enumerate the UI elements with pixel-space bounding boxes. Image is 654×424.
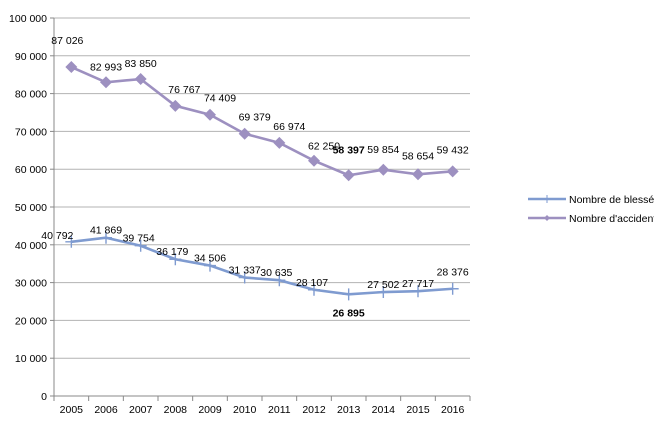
data-label: 28 107	[296, 277, 328, 289]
data-point-plus	[100, 231, 112, 244]
y-tick-label: 100 000	[9, 13, 47, 25]
data-point-diamond	[412, 168, 424, 181]
legend-label: Nombre d'accidents	[569, 213, 654, 225]
data-label: 83 850	[125, 58, 157, 70]
y-tick-label: 70 000	[15, 126, 47, 138]
data-label: 82 993	[90, 61, 122, 73]
x-tick-label: 2009	[198, 404, 222, 416]
data-point-diamond	[308, 154, 320, 167]
data-point-diamond	[446, 165, 459, 178]
data-point-diamond	[100, 76, 112, 89]
data-point-plus	[446, 282, 459, 295]
data-label: 59 854	[367, 144, 399, 156]
data-label: 69 379	[239, 112, 271, 124]
series-line	[70, 65, 453, 177]
data-label: 87 026	[51, 35, 83, 47]
data-label: 27 717	[402, 278, 434, 290]
data-point-plus	[134, 239, 147, 252]
y-tick-label: 0	[41, 391, 47, 403]
data-label: 58 397	[333, 144, 365, 156]
data-label: 27 502	[367, 279, 399, 291]
x-tick-label: 2016	[441, 404, 465, 416]
data-label: 41 869	[90, 225, 122, 237]
data-label: 30 635	[260, 267, 292, 279]
data-label: 26 895	[333, 307, 365, 319]
data-point-diamond	[65, 61, 78, 74]
x-tick-label: 2013	[337, 404, 361, 416]
data-point-diamond	[169, 99, 182, 112]
data-point-plus	[204, 259, 216, 272]
legend-label: Nombre de blessés hospitalisés	[569, 194, 654, 206]
data-label: 31 337	[229, 265, 261, 277]
y-tick-label: 90 000	[15, 51, 47, 63]
x-tick-label: 2010	[233, 404, 257, 416]
y-tick-label: 60 000	[15, 164, 47, 176]
data-point-plus	[308, 283, 320, 296]
data-label: 34 506	[194, 253, 226, 265]
data-label: 59 432	[437, 144, 469, 156]
x-tick-label: 2011	[268, 404, 291, 416]
x-tick-label: 2015	[406, 404, 430, 416]
data-point-diamond	[134, 73, 147, 86]
y-tick-label: 50 000	[15, 202, 47, 214]
data-label: 74 409	[204, 93, 236, 105]
data-point-diamond	[342, 169, 355, 182]
data-point-diamond	[273, 136, 286, 149]
data-point-diamond	[238, 127, 251, 140]
data-point-plus	[65, 235, 78, 248]
data-label: 36 179	[156, 246, 188, 258]
x-tick-label: 2012	[302, 404, 326, 416]
y-tick-label: 40 000	[15, 240, 47, 252]
data-point-diamond	[204, 108, 216, 121]
y-tick-label: 10 000	[15, 353, 47, 365]
data-label: 66 974	[273, 121, 305, 133]
data-point-diamond	[377, 163, 390, 176]
x-tick-label: 2006	[94, 404, 118, 416]
data-point-plus	[342, 288, 355, 301]
data-label: 58 654	[402, 150, 434, 162]
x-tick-label: 2014	[372, 404, 396, 416]
data-label: 28 376	[437, 267, 469, 279]
data-label: 62 250	[308, 141, 340, 153]
y-tick-label: 20 000	[15, 315, 47, 327]
data-point-plus	[273, 274, 286, 287]
data-label: 40 792	[41, 230, 73, 242]
data-label: 39 754	[123, 233, 155, 245]
data-point-plus	[238, 271, 251, 284]
data-label: 76 767	[168, 84, 200, 96]
y-tick-label: 30 000	[15, 278, 47, 290]
data-point-plus	[377, 286, 390, 299]
y-tick-label: 80 000	[15, 89, 47, 101]
data-point-plus	[169, 253, 182, 266]
x-tick-label: 2007	[129, 404, 153, 416]
data-point-plus	[412, 285, 424, 298]
legend-marker-diamond	[544, 215, 550, 221]
x-tick-label: 2008	[164, 404, 188, 416]
x-tick-label: 2005	[60, 404, 84, 416]
